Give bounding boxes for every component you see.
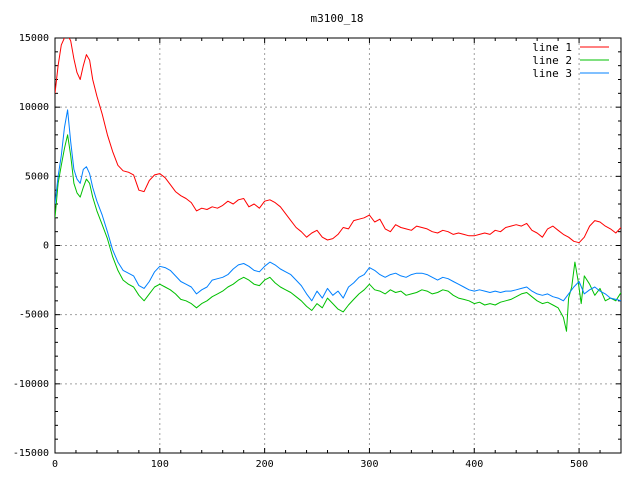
series-line-1 [55,38,621,244]
legend-label-line-1: line 1 [532,41,572,54]
y-tick-label: 0 [43,241,49,252]
x-tick-label: 200 [256,459,274,470]
x-tick-label: 400 [465,459,483,470]
y-tick-label: -5000 [19,310,49,321]
legend-label-line-3: line 3 [532,67,572,80]
x-tick-label: 300 [360,459,378,470]
series-line-3 [55,109,621,302]
y-tick-label: 15000 [19,33,49,44]
grid [55,38,621,453]
x-tick-label: 500 [570,459,588,470]
legend-label-line-2: line 2 [532,54,572,67]
y-tick-label: -10000 [13,379,49,390]
y-tick-label: 5000 [25,171,49,182]
series-lines [55,38,621,332]
x-tick-label: 100 [151,459,169,470]
y-tick-label: 10000 [19,102,49,113]
axes: 0 100 200 300 400 500 -15000 -10000 -5000 0 5000 10… [13,33,622,470]
series-line-2 [55,134,621,332]
x-tick-label: 0 [52,459,58,470]
y-tick-label: -15000 [13,448,49,459]
chart-title: m3100_18 [311,12,364,25]
